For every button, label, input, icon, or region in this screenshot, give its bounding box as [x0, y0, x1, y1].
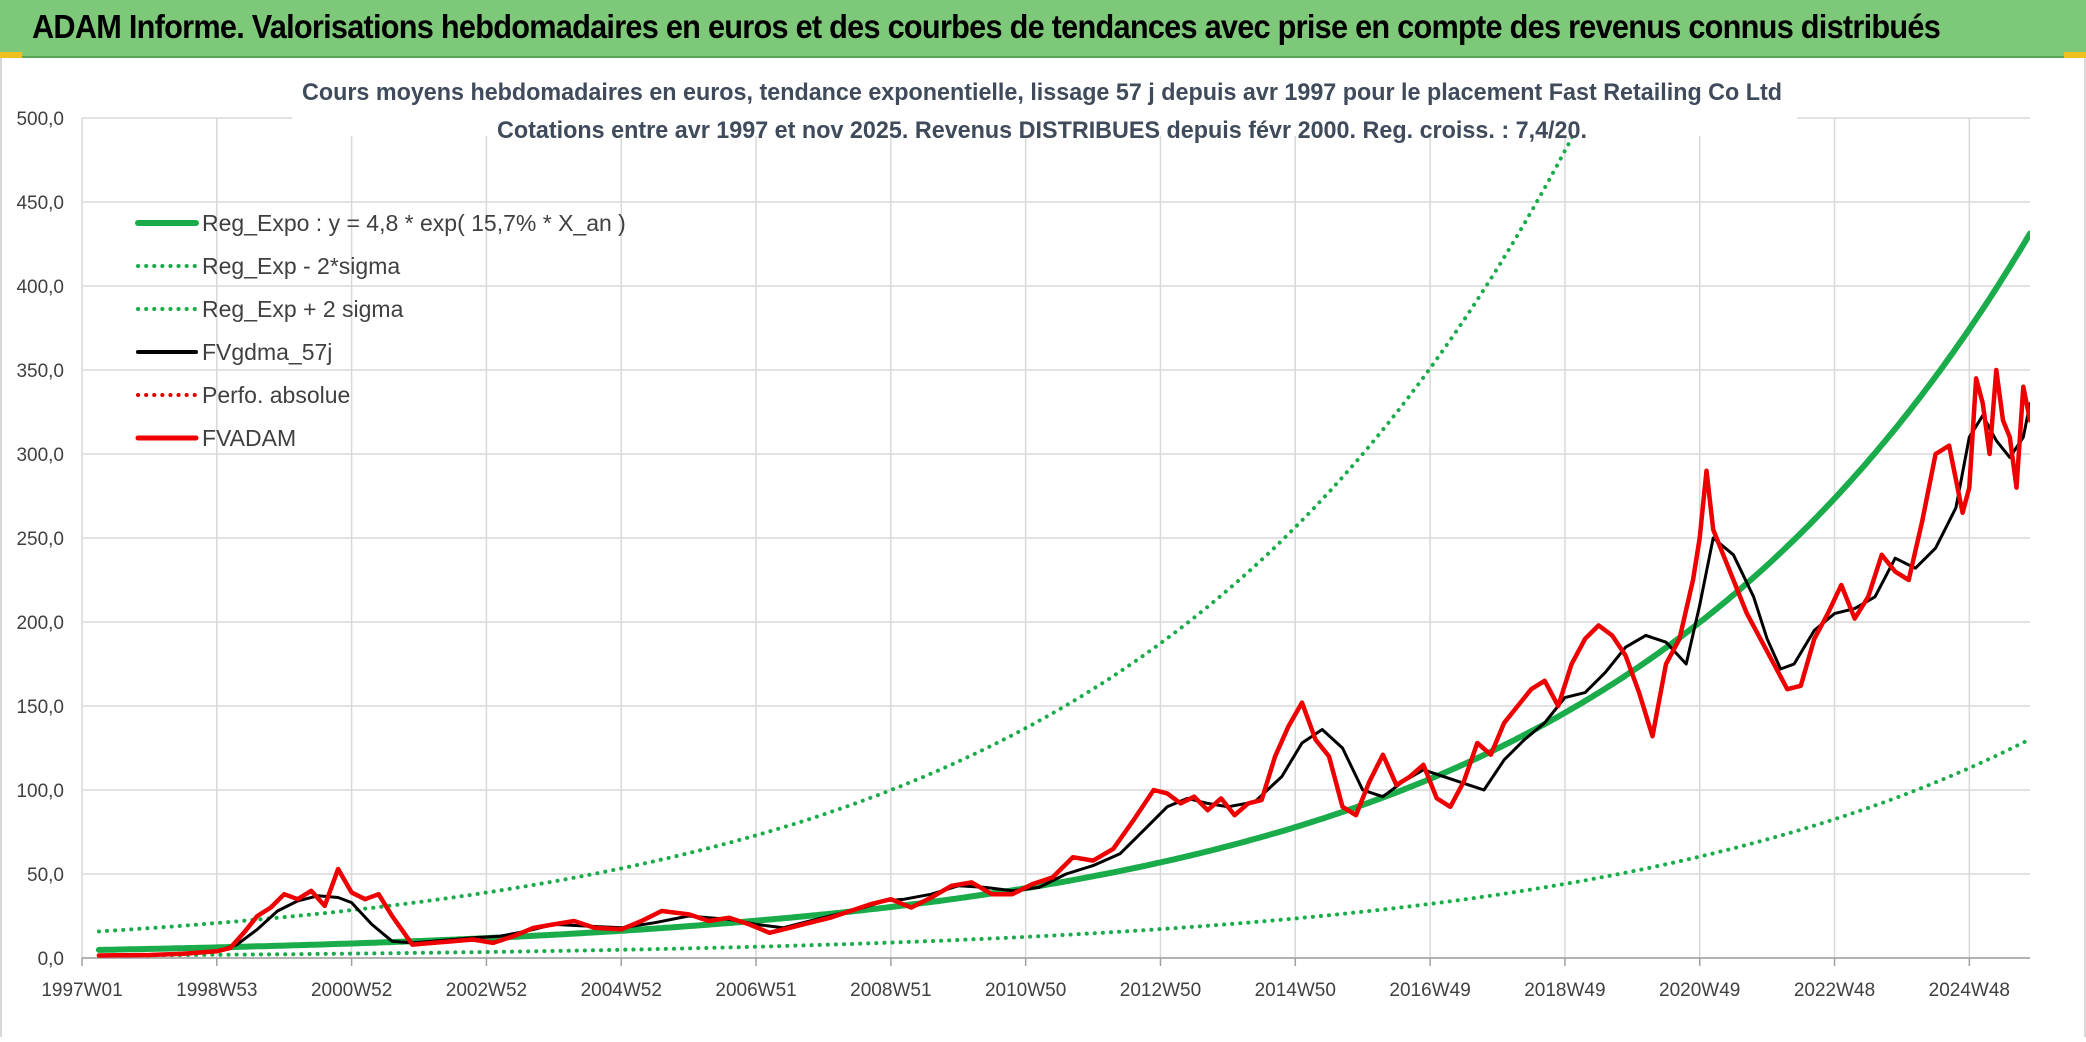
y-tick-label: 400,0: [16, 277, 64, 298]
x-tick-label: 2010W50: [985, 980, 1066, 1001]
y-tick-label: 250,0: [16, 529, 64, 550]
x-tick-label: 1998W53: [176, 980, 257, 1001]
report-title: ADAM Informe. Valorisations hebdomadaire…: [32, 8, 1941, 45]
y-tick-label: 200,0: [16, 613, 64, 634]
x-tick-label: 2008W51: [850, 980, 931, 1001]
x-tick-label: 2014W50: [1255, 980, 1336, 1001]
x-tick-label: 2022W48: [1794, 980, 1875, 1001]
x-tick-label: 2004W52: [581, 980, 662, 1001]
chart-title: Cours moyens hebdomadaires en euros, ten…: [302, 79, 1782, 106]
corner-marker-left: [0, 52, 22, 58]
y-tick-label: 150,0: [16, 697, 64, 718]
series-line-fvgdma-57j: [97, 402, 2030, 957]
x-tick-label: 2018W49: [1524, 980, 1605, 1001]
legend-label: Reg_Exp - 2*sigma: [202, 253, 400, 279]
x-tick-label: 2024W48: [1929, 980, 2010, 1001]
chart-legend: Reg_Expo : y = 4,8 * exp( 15,7% * X_an )…: [135, 210, 626, 451]
y-tick-label: 50,0: [27, 865, 64, 886]
title-background: [292, 64, 1797, 136]
x-tick-label: 2000W52: [311, 980, 392, 1001]
y-tick-label: 500,0: [16, 109, 64, 130]
axes: 0,0 50,0 100,0 150,0 200,0 250,0 300,0 350,0 400…: [16, 109, 2030, 1001]
series-lines: [95, 118, 2030, 958]
chart-area: 0,0 50,0 100,0 150,0 200,0 250,0 300,0 350,0 400…: [0, 58, 2086, 1037]
report-banner: ADAM Informe. Valorisations hebdomadaire…: [0, 0, 2086, 58]
legend-label: FVADAM: [202, 425, 296, 451]
x-tick-label: 2020W49: [1659, 980, 1740, 1001]
chart-subtitle: Cotations entre avr 1997 et nov 2025. Re…: [497, 117, 1587, 144]
corner-marker-right: [2064, 52, 2086, 58]
x-tick-label: 1997W01: [41, 980, 122, 1001]
line-chart: 0,0 50,0 100,0 150,0 200,0 250,0 300,0 350,0 400…: [16, 64, 2030, 1001]
legend-label: Reg_Exp + 2 sigma: [202, 296, 404, 322]
legend-label: Reg_Expo : y = 4,8 * exp( 15,7% * X_an ): [202, 210, 626, 236]
series-line-reg-exp-2-sigma: [96, 118, 1585, 934]
y-tick-label: 100,0: [16, 781, 64, 802]
legend-label: Perfo. absolue: [202, 382, 350, 408]
y-tick-label: 450,0: [16, 193, 64, 214]
series-line-reg-exp-2-sigma: [96, 737, 2030, 958]
legend-label: FVgdma_57j: [202, 339, 332, 365]
chart-titles: Cours moyens hebdomadaires en euros, ten…: [292, 64, 1797, 144]
x-tick-label: 2012W50: [1120, 980, 1201, 1001]
series-clip-group: [95, 118, 2030, 958]
y-tick-label: 0,0: [38, 949, 64, 970]
y-tick-label: 300,0: [16, 445, 64, 466]
x-tick-label: 2016W49: [1389, 980, 1470, 1001]
series-line-fvadam: [96, 367, 2030, 958]
y-tick-label: 350,0: [16, 361, 64, 382]
x-tick-label: 2006W51: [715, 980, 796, 1001]
x-tick-label: 2002W52: [446, 980, 527, 1001]
grid-lines: [81, 117, 2030, 959]
